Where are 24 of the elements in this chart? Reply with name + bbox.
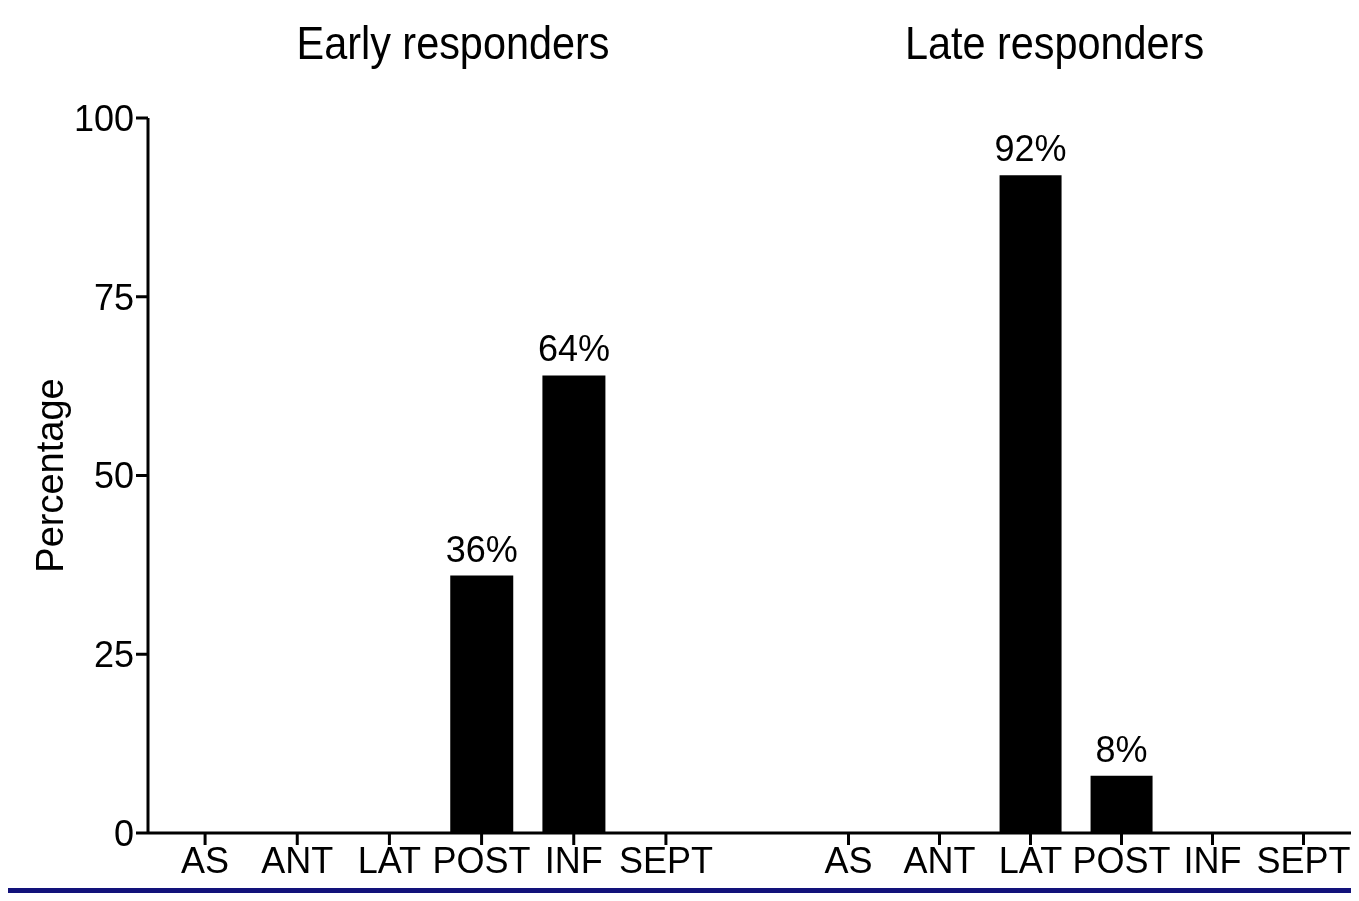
x-tick-label: AS (181, 839, 230, 881)
x-tick-label: INF (544, 839, 603, 881)
y-tick-label: 0 (113, 812, 134, 854)
data-label: 92% (994, 128, 1067, 170)
x-tick-label: ANT (903, 839, 976, 881)
x-tick-label: LAT (357, 839, 422, 881)
y-tick-label: 50 (93, 455, 134, 497)
x-tick-label: POST (1072, 839, 1171, 881)
y-tick-label: 75 (93, 276, 134, 318)
data-label: 36% (445, 528, 518, 570)
x-tick-label: SEPT (1256, 839, 1351, 881)
y-tick-label: 25 (93, 634, 134, 676)
y-tick-label: 100 (73, 97, 134, 139)
x-tick-label: LAT (998, 839, 1063, 881)
x-tick-label: SEPT (618, 839, 713, 881)
x-tick-label: POST (432, 839, 531, 881)
data-label: 64% (537, 328, 610, 370)
chart-title: Early responders (295, 16, 611, 70)
x-tick-label: ANT (261, 839, 334, 881)
y-axis-title: Percentage (29, 378, 72, 573)
data-label: 8% (1095, 728, 1148, 770)
x-tick-label: AS (824, 839, 873, 881)
chart-title: Late responders (903, 16, 1206, 70)
x-tick-label: INF (1183, 839, 1242, 881)
